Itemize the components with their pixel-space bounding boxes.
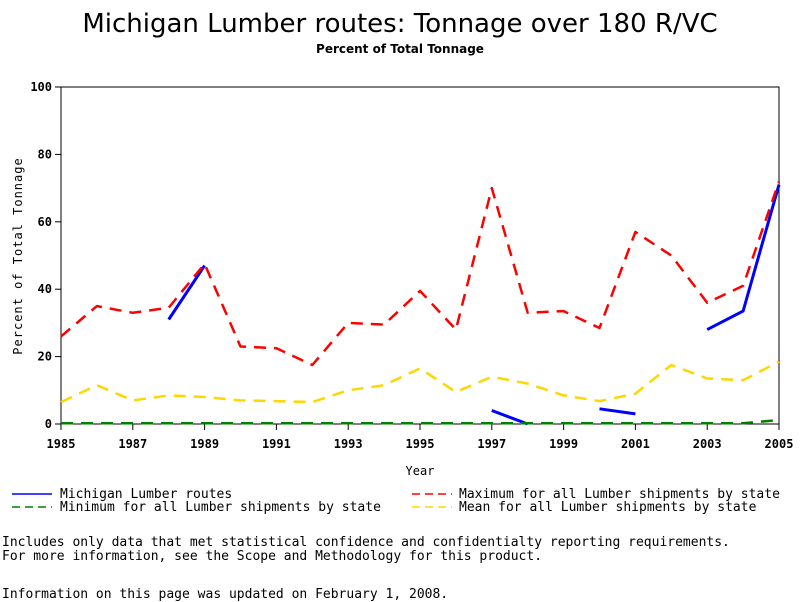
x-axis: 1985 1987 1989 1991 1993 1995 1997 1999 2001 2003… xyxy=(47,424,794,451)
y-tick-label: 20 xyxy=(38,350,52,364)
x-tick-label: 1989 xyxy=(190,437,219,451)
x-tick-label: 2003 xyxy=(693,437,722,451)
series-line-1 xyxy=(706,184,781,331)
series-line-3 xyxy=(61,418,780,425)
x-axis-label: Year xyxy=(406,464,435,478)
note-confidence: Includes only data that met statistical … xyxy=(2,535,730,550)
plot-area xyxy=(60,86,780,425)
x-tick-label: 2001 xyxy=(621,437,650,451)
y-tick-label: 100 xyxy=(30,80,52,94)
x-tick-label: 1997 xyxy=(477,437,506,451)
x-tick-label: 1991 xyxy=(262,437,291,451)
y-tick-label: 0 xyxy=(45,417,52,431)
x-tick-label: 1987 xyxy=(118,437,147,451)
series-lines xyxy=(60,180,781,426)
legend-label-minimum: Minimum for all Lumber shipments by stat… xyxy=(60,500,381,515)
y-axis: 0 20 40 60 80 100 xyxy=(30,80,61,431)
chart-subtitle: Percent of Total Tonnage xyxy=(316,42,484,56)
note-updated: Information on this page was updated on … xyxy=(2,587,449,602)
legend: Michigan Lumber routes Maximum for all L… xyxy=(12,487,780,515)
x-tick-label: 1995 xyxy=(406,437,435,451)
legend-label-maximum: Maximum for all Lumber shipments by stat… xyxy=(459,487,780,502)
y-tick-label: 80 xyxy=(38,147,52,161)
y-axis-label: Percent of Total Tonnage xyxy=(11,157,25,354)
series-line-1 xyxy=(167,264,206,321)
x-tick-label: 1993 xyxy=(334,437,363,451)
x-tick-label: 1999 xyxy=(549,437,578,451)
legend-label-mean: Mean for all Lumber shipments by state xyxy=(459,500,757,515)
note-methodology: For more information, see the Scope and … xyxy=(2,549,543,564)
y-tick-label: 60 xyxy=(38,215,52,229)
series-line-2 xyxy=(60,180,781,367)
series-line-4 xyxy=(60,360,780,404)
x-tick-label: 1985 xyxy=(47,437,76,451)
y-tick-label: 40 xyxy=(38,282,52,296)
series-line-1 xyxy=(599,407,636,416)
x-tick-label: 2005 xyxy=(765,437,794,451)
chart-title: Michigan Lumber routes: Tonnage over 180… xyxy=(82,9,717,39)
series-line-1 xyxy=(491,409,529,426)
legend-label-michigan: Michigan Lumber routes xyxy=(60,487,232,502)
